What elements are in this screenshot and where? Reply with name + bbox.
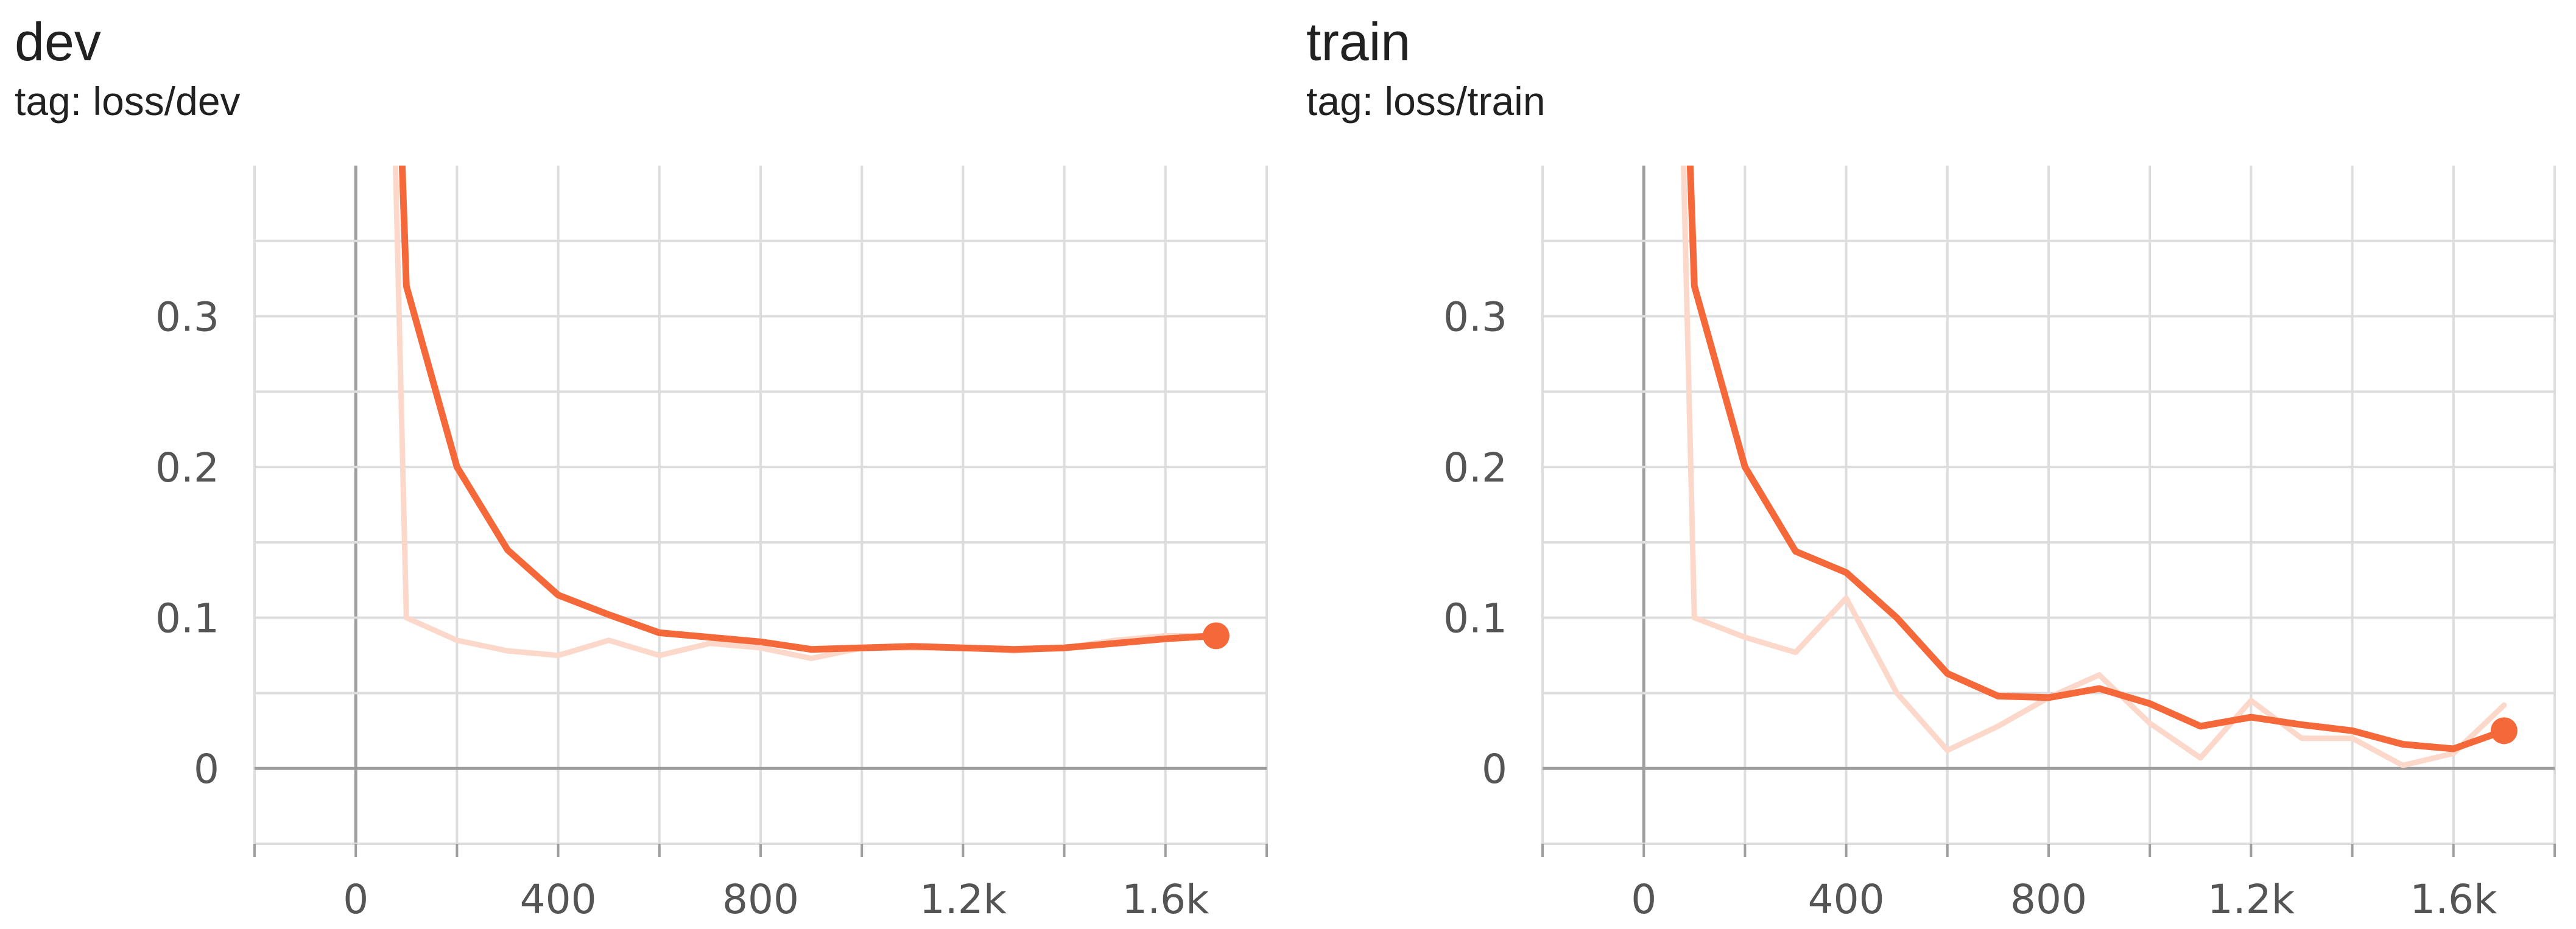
x-tick-label: 0 [343,876,368,923]
x-tick-label: 1.2k [2208,876,2295,923]
dev-chart-panel: dev tag: loss/dev 0 400 800 1.2k 1.6k 0 0.1 0.2… [15,12,1268,923]
smoothed-series-line [1686,166,2508,752]
y-tick-label: 0.2 [155,444,219,491]
train-chart-panel: train tag: loss/train 0 400 800 1.2k 1.6k 0 0.… [1288,0,2576,929]
x-tick-label: 0 [1631,876,1656,923]
chart-title: train [1306,12,1411,72]
chart-tag: tag: loss/dev [15,79,241,124]
smoothed-series-line [398,166,1220,653]
last-point-marker [2490,717,2518,745]
y-tick-label: 0 [1482,746,1507,793]
x-tick-label: 1.6k [1122,876,1209,923]
chart-title: dev [15,12,101,72]
raw-series-line [393,166,1219,661]
y-tick-label: 0 [194,746,219,793]
y-tick-label: 0.2 [1443,444,1507,491]
y-tick-label: 0.1 [1443,595,1507,642]
raw-series-line [1681,166,2507,768]
x-tick-label: 800 [722,876,799,923]
chart-tag: tag: loss/train [1306,79,1546,124]
x-tick-label: 1.6k [2410,876,2497,923]
x-tick-label: 800 [2010,876,2087,923]
y-tick-label: 0.3 [1443,294,1507,341]
x-tick-label: 400 [520,876,597,923]
x-tick-label: 400 [1808,876,1885,923]
y-tick-label: 0.1 [155,595,219,642]
last-point-marker [1202,622,1230,650]
train-loss-chart: 0 400 800 1.2k 1.6k 0 0.1 0.2 0.3 [1443,166,2556,923]
x-tick-label: 1.2k [920,876,1007,923]
dev-loss-chart: 0 400 800 1.2k 1.6k 0 0.1 0.2 0.3 [155,166,1268,923]
y-tick-label: 0.3 [155,294,219,341]
